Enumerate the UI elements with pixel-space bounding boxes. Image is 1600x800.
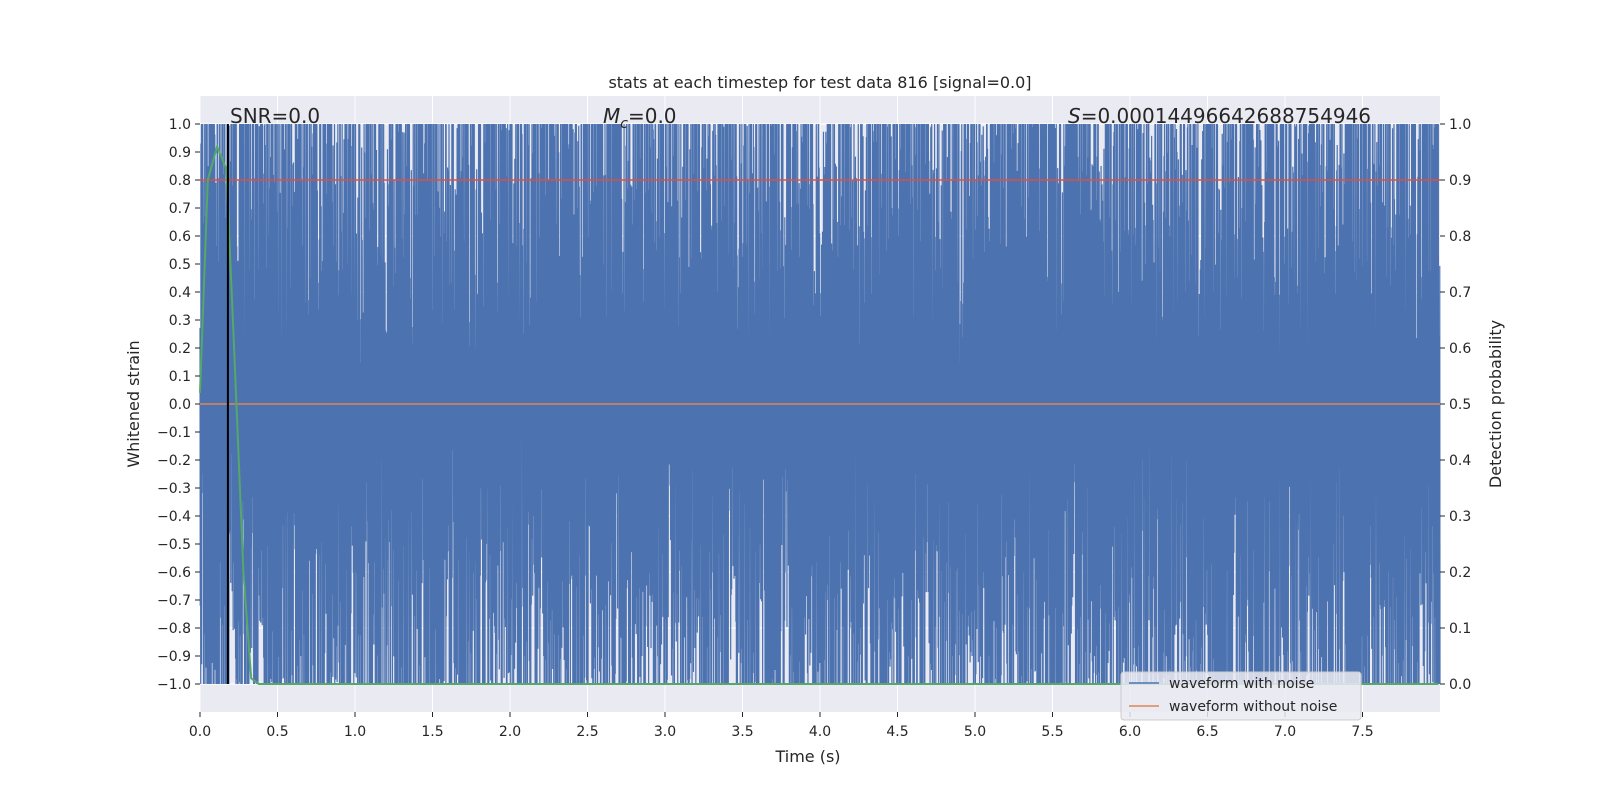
right-y-tick-label: 0.4: [1449, 453, 1471, 469]
chirp-mass-value: =0.0: [628, 104, 677, 128]
left-y-tick-labels: 1.0 0.9 0.8 0.7 0.6 0.5 0.4 0.3 0.2 0.1 0.0 −0.1 −0.…: [157, 117, 200, 693]
right-y-tick-label: 0.5: [1449, 397, 1471, 413]
left-y-tick-label: 0.8: [169, 173, 191, 189]
left-y-tick-label: −0.2: [157, 453, 191, 469]
x-tick-label: 4.0: [809, 724, 831, 740]
legend-label-clean: waveform without noise: [1169, 699, 1337, 715]
legend: waveform with noise waveform without noi…: [1120, 671, 1362, 721]
right-y-tick-label: 0.8: [1449, 229, 1471, 245]
right-y-tick-label: 0.7: [1449, 285, 1471, 301]
x-tick-label: 7.0: [1274, 724, 1296, 740]
s-annotation: S=0.00014496642688754946: [1068, 104, 1371, 128]
legend-label-noise: waveform with noise: [1169, 676, 1314, 692]
right-y-tick-label: 0.2: [1449, 565, 1471, 581]
x-tick-label: 5.0: [964, 724, 986, 740]
left-y-tick-label: 0.6: [169, 229, 191, 245]
left-y-tick-label: 0.3: [169, 313, 191, 329]
right-y-tick-label: 0.1: [1449, 621, 1471, 637]
left-y-tick-label: −0.8: [157, 621, 191, 637]
left-y-tick-label: −0.6: [157, 565, 191, 581]
x-tick-label: 1.5: [421, 724, 443, 740]
x-tick-label: 6.0: [1119, 724, 1141, 740]
left-y-tick-label: −0.9: [157, 649, 191, 665]
left-y-tick-label: 0.7: [169, 201, 191, 217]
left-y-tick-label: −0.5: [157, 537, 191, 553]
left-y-tick-label: 0.0: [169, 397, 191, 413]
x-tick-labels: 0.0 0.5 1.0 1.5 2.0 2.5 3.0 3.5 4.0 4.5 5.0 5.5 6.0 6…: [189, 712, 1374, 740]
s-value: =0.00014496642688754946: [1081, 104, 1371, 128]
waveform-with-noise-line: [199, 123, 1441, 685]
x-tick-label: 7.5: [1351, 724, 1373, 740]
snr-annotation: SNR=0.0: [230, 104, 320, 128]
x-tick-label: 6.5: [1196, 724, 1218, 740]
right-y-tick-label: 0.0: [1449, 677, 1471, 693]
chart-title: stats at each timestep for test data 816…: [608, 73, 1031, 92]
chirp-mass-annotation: Mc=0.0: [603, 104, 677, 132]
left-y-axis-label: Whitened strain: [124, 340, 143, 467]
right-y-tick-label: 0.3: [1449, 509, 1471, 525]
left-y-tick-label: 0.2: [169, 341, 191, 357]
x-tick-label: 2.5: [576, 724, 598, 740]
left-y-tick-label: −0.4: [157, 509, 191, 525]
x-tick-label: 3.0: [654, 724, 676, 740]
left-y-tick-label: −0.7: [157, 593, 191, 609]
x-tick-label: 0.0: [189, 724, 211, 740]
x-axis-label: Time (s): [774, 747, 840, 766]
chirp-mass-subscript: c: [620, 116, 628, 132]
right-y-tick-label: 0.6: [1449, 341, 1471, 357]
legend-box: [1120, 671, 1362, 721]
chirp-mass-symbol: M: [603, 104, 620, 128]
left-y-tick-label: 0.5: [169, 257, 191, 273]
x-tick-label: 3.5: [731, 724, 753, 740]
s-symbol: S: [1068, 104, 1081, 128]
x-tick-label: 1.0: [344, 724, 366, 740]
right-y-axis-label: Detection probability: [1486, 320, 1505, 488]
x-tick-label: 0.5: [266, 724, 288, 740]
right-y-tick-label: 1.0: [1449, 117, 1471, 133]
left-y-tick-label: 0.1: [169, 369, 191, 385]
left-y-tick-label: 0.9: [169, 145, 191, 161]
detection-probability-line: [199, 143, 1439, 685]
x-tick-label: 5.5: [1041, 724, 1063, 740]
x-tick-label: 4.5: [886, 724, 908, 740]
right-y-tick-labels: 1.0 0.9 0.8 0.7 0.6 0.5 0.4 0.3 0.2 0.1 0.0: [1440, 117, 1471, 693]
plot-area: [199, 96, 1441, 712]
right-y-tick-label: 0.9: [1449, 173, 1471, 189]
left-y-tick-label: 0.4: [169, 285, 191, 301]
left-y-tick-label: −0.1: [157, 425, 191, 441]
left-y-tick-label: 1.0: [169, 117, 191, 133]
left-y-tick-label: −0.3: [157, 481, 191, 497]
x-tick-label: 2.0: [499, 724, 521, 740]
left-y-tick-label: −1.0: [157, 677, 191, 693]
